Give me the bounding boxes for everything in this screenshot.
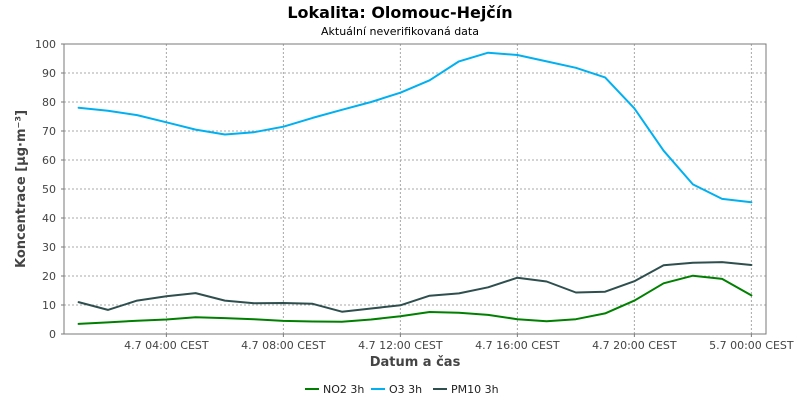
x-tick-label: 4.7 08:00 CEST [241,339,326,352]
y-tick-label: 60 [42,154,56,167]
y-tick-label: 70 [42,125,56,138]
y-tick-label: 90 [42,67,56,80]
x-tick-label: 5.7 00:00 CEST [709,339,794,352]
y-tick-label: 20 [42,270,56,283]
chart-title: Lokalita: Olomouc-Hejčín [287,3,512,22]
axes: 0 10 20 30 40 50 60 70 80 90 100 4.7 04:00 CEST 4.7 … [35,38,794,352]
legend-label-pm10: PM10 3h [451,383,499,396]
x-tick-label: 4.7 12:00 CEST [358,339,443,352]
x-tick-label: 4.7 16:00 CEST [475,339,560,352]
legend: NO2 3h O3 3h PM10 3h [305,383,499,396]
series-lines [77,51,753,325]
y-tick-label: 80 [42,96,56,109]
x-tick-label: 4.7 04:00 CEST [124,339,209,352]
y-axis-label: Koncentrace [µg·m⁻³] [14,110,29,268]
y-tick-label: 30 [42,241,56,254]
y-tick-label: 40 [42,212,56,225]
series-line-pm10 [77,261,753,313]
y-tick-label: 0 [49,328,56,341]
legend-label-no2: NO2 3h [323,383,364,396]
x-axis-label: Datum a čas [370,355,461,370]
series-line-o3 [77,51,753,204]
legend-label-o3: O3 3h [389,383,422,396]
y-tick-label: 10 [42,299,56,312]
y-tick-label: 50 [42,183,56,196]
series-line-no2 [77,274,753,325]
y-tick-label: 100 [35,38,56,51]
x-tick-label: 4.7 20:00 CEST [592,339,677,352]
chart-subtitle: Aktuální neverifikovaná data [321,25,479,38]
